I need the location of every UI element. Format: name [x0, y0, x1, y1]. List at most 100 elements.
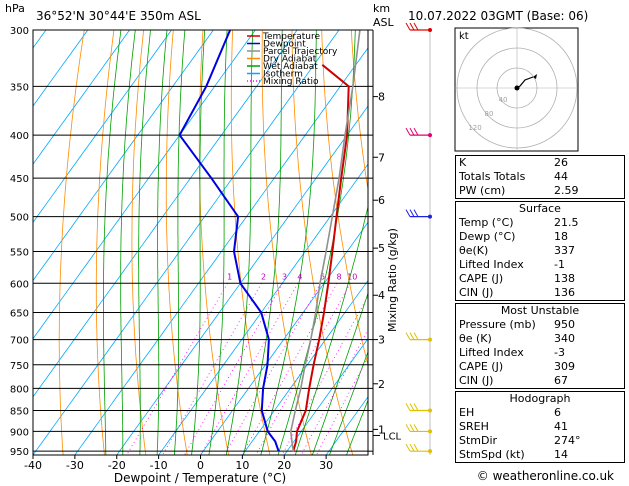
x-tick-label: 10 [235, 459, 249, 472]
surface-value: 337 [554, 244, 575, 257]
dry-adiabat-line [291, 30, 354, 455]
datetime-label: 10.07.2022 03GMT (Base: 06) [408, 9, 588, 23]
indices-value: 26 [554, 156, 568, 169]
surface-value: 18 [554, 230, 568, 243]
km-tick-label: 7 [378, 151, 385, 164]
indices-table: K 26 Totals Totals 44 PW (cm) 2.59 Surface Te… [455, 155, 625, 465]
most_unstable-row: CAPE (J) 309 [456, 360, 624, 374]
most_unstable-key: CAPE (J) [459, 360, 504, 373]
mixing-ratio-line [316, 356, 368, 455]
hpa-unit-label: hPa [5, 2, 25, 15]
hodograph-ring-label: 40 [499, 96, 508, 104]
hodograph_table-key: SREH [459, 420, 489, 433]
background-lines: 1 2 3 4 6 8 10 15 20 25 [33, 30, 368, 455]
km-tick-label: 6 [378, 194, 385, 207]
dry-adiabat-line [165, 30, 188, 455]
km-tick-label: 3 [378, 334, 385, 347]
indices-key: Totals Totals [459, 170, 526, 183]
pressure-tick-label: 950 [10, 447, 29, 458]
mixing-ratio-label: 4 [297, 272, 302, 281]
legend-label: Temperature [262, 32, 320, 42]
x-axis-label: Dewpoint / Temperature (°C) [114, 471, 286, 485]
wind-barb-flag [413, 332, 419, 340]
hodograph-arrow [533, 74, 537, 79]
wet-adiabat-line [138, 30, 151, 455]
most-unstable-title: Most Unstable [500, 304, 580, 317]
mixing-ratio-line [300, 328, 368, 455]
wind-barb-flag [413, 209, 419, 217]
hodograph_table-value: 41 [554, 420, 568, 433]
legend-label: Dry Adiabat [263, 55, 317, 65]
indices-row: Totals Totals 44 [456, 170, 624, 184]
isotherm-line [33, 30, 172, 224]
x-tick-label: 20 [277, 459, 291, 472]
pressure-tick-label: 800 [10, 384, 29, 395]
hodograph_table-row: StmDir 274° [456, 434, 624, 448]
mixing-ratio-label: 8 [336, 272, 341, 281]
wet-adiabat-line [208, 30, 228, 455]
pressure-tick-label: 500 [10, 213, 29, 224]
mixing-ratio-axis-label: Mixing Ratio (g/kg) [386, 228, 399, 332]
most_unstable-value: 340 [554, 332, 575, 345]
legend-label: Parcel Trajectory [263, 47, 338, 57]
wind-dot [428, 28, 432, 32]
location-label: 36°52'N 30°44'E 350m ASL [36, 9, 201, 23]
wind-barb-flag [409, 443, 415, 452]
x-tick-label: 30 [319, 459, 333, 472]
hodograph_table-value: 274° [554, 434, 581, 447]
hodograph_table-row: StmSpd (kt) 14 [456, 448, 624, 462]
km-tick-label: 2 [378, 378, 385, 391]
surface-value: -1 [554, 258, 565, 271]
hodograph_table-key: StmDir [459, 434, 498, 447]
isotherm-line [158, 163, 368, 455]
profile-traces [178, 30, 361, 452]
x-tick-label: 0 [197, 459, 204, 472]
wind-barb-flag [405, 127, 411, 136]
x-tick-label: -30 [66, 459, 84, 472]
surface-key: CIN (J) [459, 286, 494, 299]
hodograph_table-value: 6 [554, 406, 561, 419]
trace-dewpoint [178, 30, 280, 452]
dry-adiabat-line [321, 30, 368, 367]
wind-dot [428, 429, 432, 434]
indices-key: K [459, 156, 467, 169]
wind-barb-flag [405, 22, 411, 31]
hodograph_table-value: 14 [554, 448, 568, 461]
wind-barb-flag [413, 127, 419, 136]
mixing-ratio-label: 2 [261, 272, 266, 281]
pressure-tick-label: 550 [10, 247, 29, 258]
x-tick-label: -40 [24, 459, 42, 472]
wet-adiabat-line [345, 399, 368, 455]
hodograph-ring-label: 120 [468, 124, 481, 132]
pressure-tick-label: 750 [10, 361, 29, 372]
most_unstable-key: Pressure (mb) [459, 318, 536, 331]
wind-barb-flag [405, 403, 411, 411]
surface-key: CAPE (J) [459, 272, 504, 285]
dry-adiabat-line [58, 30, 85, 455]
indices-value: 44 [554, 170, 568, 183]
isotherm-line [33, 30, 298, 398]
wind-barb-flag [405, 424, 411, 432]
isotherm-line [116, 105, 368, 455]
pressure-tick-label: 600 [10, 279, 29, 290]
km-tick-label: 1 [378, 423, 385, 436]
wind-barbs [405, 22, 432, 455]
surface-value: 21.5 [554, 216, 579, 229]
most_unstable-key: CIN (J) [459, 374, 494, 387]
wind-barb-flag [409, 332, 415, 340]
wind-barb-flag [409, 22, 415, 31]
mixing-ratio-line [126, 283, 228, 455]
pressure-tick-label: 900 [10, 427, 29, 438]
most_unstable-value: 67 [554, 374, 568, 387]
wind-barb-flag [409, 127, 415, 136]
axes: 3003504004505005506006507007508008509009… [10, 26, 402, 472]
surface-key: Lifted Index [459, 258, 524, 271]
wind-dot [428, 408, 432, 413]
surface-value: 138 [554, 272, 575, 285]
surface-key: θe(K) [459, 244, 489, 257]
surface-section: Surface Temp (°C) 21.5 Dewp (°C) 18 θe(K) 337… [455, 201, 625, 301]
isotherm-line [33, 30, 340, 455]
pressure-tick-label: 350 [10, 82, 29, 93]
surface-row: θe(K) 337 [456, 244, 624, 258]
